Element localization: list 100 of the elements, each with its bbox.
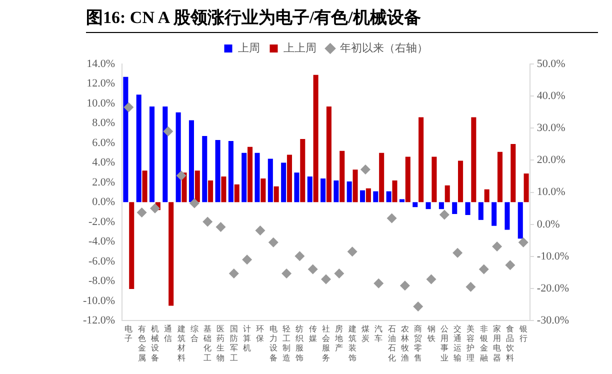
bar (281, 162, 286, 202)
x-tick-label: 美容护理 (466, 324, 475, 362)
bar (194, 170, 200, 202)
point (400, 280, 410, 291)
y2-tick-label: 50.0% (536, 58, 566, 70)
point (466, 282, 476, 292)
bar (129, 202, 134, 290)
bar (286, 154, 292, 202)
point (439, 210, 450, 220)
x-tick-label: 社会服务 (322, 324, 330, 362)
x-tick-label: 农林牧渔 (400, 324, 409, 362)
bar (123, 76, 128, 202)
x-tick-label: 商贸零售 (414, 324, 422, 362)
y2-tick-label: -10.0% (536, 250, 569, 262)
x-tick-label: 公用事业 (440, 324, 448, 362)
point (176, 170, 186, 181)
bar (471, 117, 476, 202)
bar (492, 202, 497, 226)
y-tick-label: 10.0% (86, 97, 116, 110)
point (505, 260, 516, 270)
bar (418, 117, 424, 202)
bar (497, 152, 503, 202)
point (334, 268, 344, 278)
y-tick-label: -12.0% (83, 314, 116, 326)
bar (300, 139, 306, 202)
y-tick-label: 12.0% (86, 78, 116, 90)
bar (426, 202, 431, 210)
x-tick-label: 交通运输 (454, 324, 462, 362)
x-tick-label: 电力设备 (269, 324, 278, 362)
bar (188, 120, 194, 202)
bar (221, 176, 226, 202)
bar (176, 112, 181, 202)
bar (510, 144, 516, 202)
bar (334, 180, 339, 202)
bar (340, 150, 345, 202)
bar (432, 156, 437, 202)
y-tick-label: 4.0% (92, 156, 116, 169)
x-tick-label: 石油石化 (388, 324, 396, 362)
point (228, 268, 239, 278)
bar (444, 185, 450, 202)
bar (452, 202, 458, 214)
point (321, 274, 331, 284)
point (202, 216, 213, 227)
x-tick-label: 非银金融 (478, 324, 488, 362)
y-tick-label: -10.0% (83, 294, 116, 307)
x-tick-label: 有色金属 (138, 324, 146, 362)
bar (405, 156, 410, 202)
bar (248, 146, 253, 202)
bar (524, 174, 529, 202)
bar (208, 180, 214, 202)
point (374, 278, 384, 288)
y2-tick-label: 40.0% (536, 90, 566, 102)
x-tick-label: 基础化工 (202, 324, 212, 362)
chart-title: 图16: CN A 股领涨行业为电子/有色/机械设备 (86, 6, 598, 33)
x-tick-label: 建筑材料 (176, 324, 186, 362)
point (492, 242, 502, 252)
point (150, 203, 160, 214)
bar (149, 106, 155, 202)
x-tick-label: 汽车 (374, 324, 383, 344)
y-tick-label: 0.0% (92, 196, 116, 208)
point (478, 264, 489, 274)
x-tick-label: 银行 (518, 324, 528, 344)
point (136, 208, 147, 218)
point (124, 102, 134, 112)
bar (360, 190, 366, 202)
point (294, 251, 305, 262)
point (268, 237, 278, 248)
point (216, 222, 226, 232)
x-tick-label: 计算机 (243, 324, 252, 353)
y-tick-label: -8.0% (88, 275, 116, 288)
point (360, 164, 370, 175)
bar (412, 202, 418, 208)
bar (326, 106, 332, 202)
point (347, 246, 358, 257)
bar (313, 74, 318, 202)
bar (268, 158, 273, 202)
bar (215, 140, 220, 202)
y2-tick-label: -30.0% (536, 314, 569, 326)
x-tick-label: 煤炭 (361, 324, 370, 344)
x-tick-label: 建筑装饰 (347, 324, 356, 362)
bar (234, 184, 240, 202)
bar (399, 199, 404, 202)
bar (202, 136, 208, 202)
point (426, 274, 436, 284)
bar (478, 202, 484, 220)
bar (142, 170, 148, 202)
x-tick-label: 环保 (256, 324, 264, 344)
y2-tick-label: 10.0% (536, 186, 566, 198)
legend-label: 上上周 (283, 41, 316, 54)
point (163, 126, 174, 136)
point (452, 248, 463, 258)
bar (162, 106, 168, 202)
bar (228, 140, 234, 202)
point (386, 213, 397, 224)
x-tick-label: 轻工制造 (282, 324, 291, 362)
bar (346, 181, 352, 202)
bar (379, 152, 384, 202)
y-tick-label: -6.0% (88, 255, 116, 268)
point (413, 301, 424, 312)
point (255, 225, 266, 236)
